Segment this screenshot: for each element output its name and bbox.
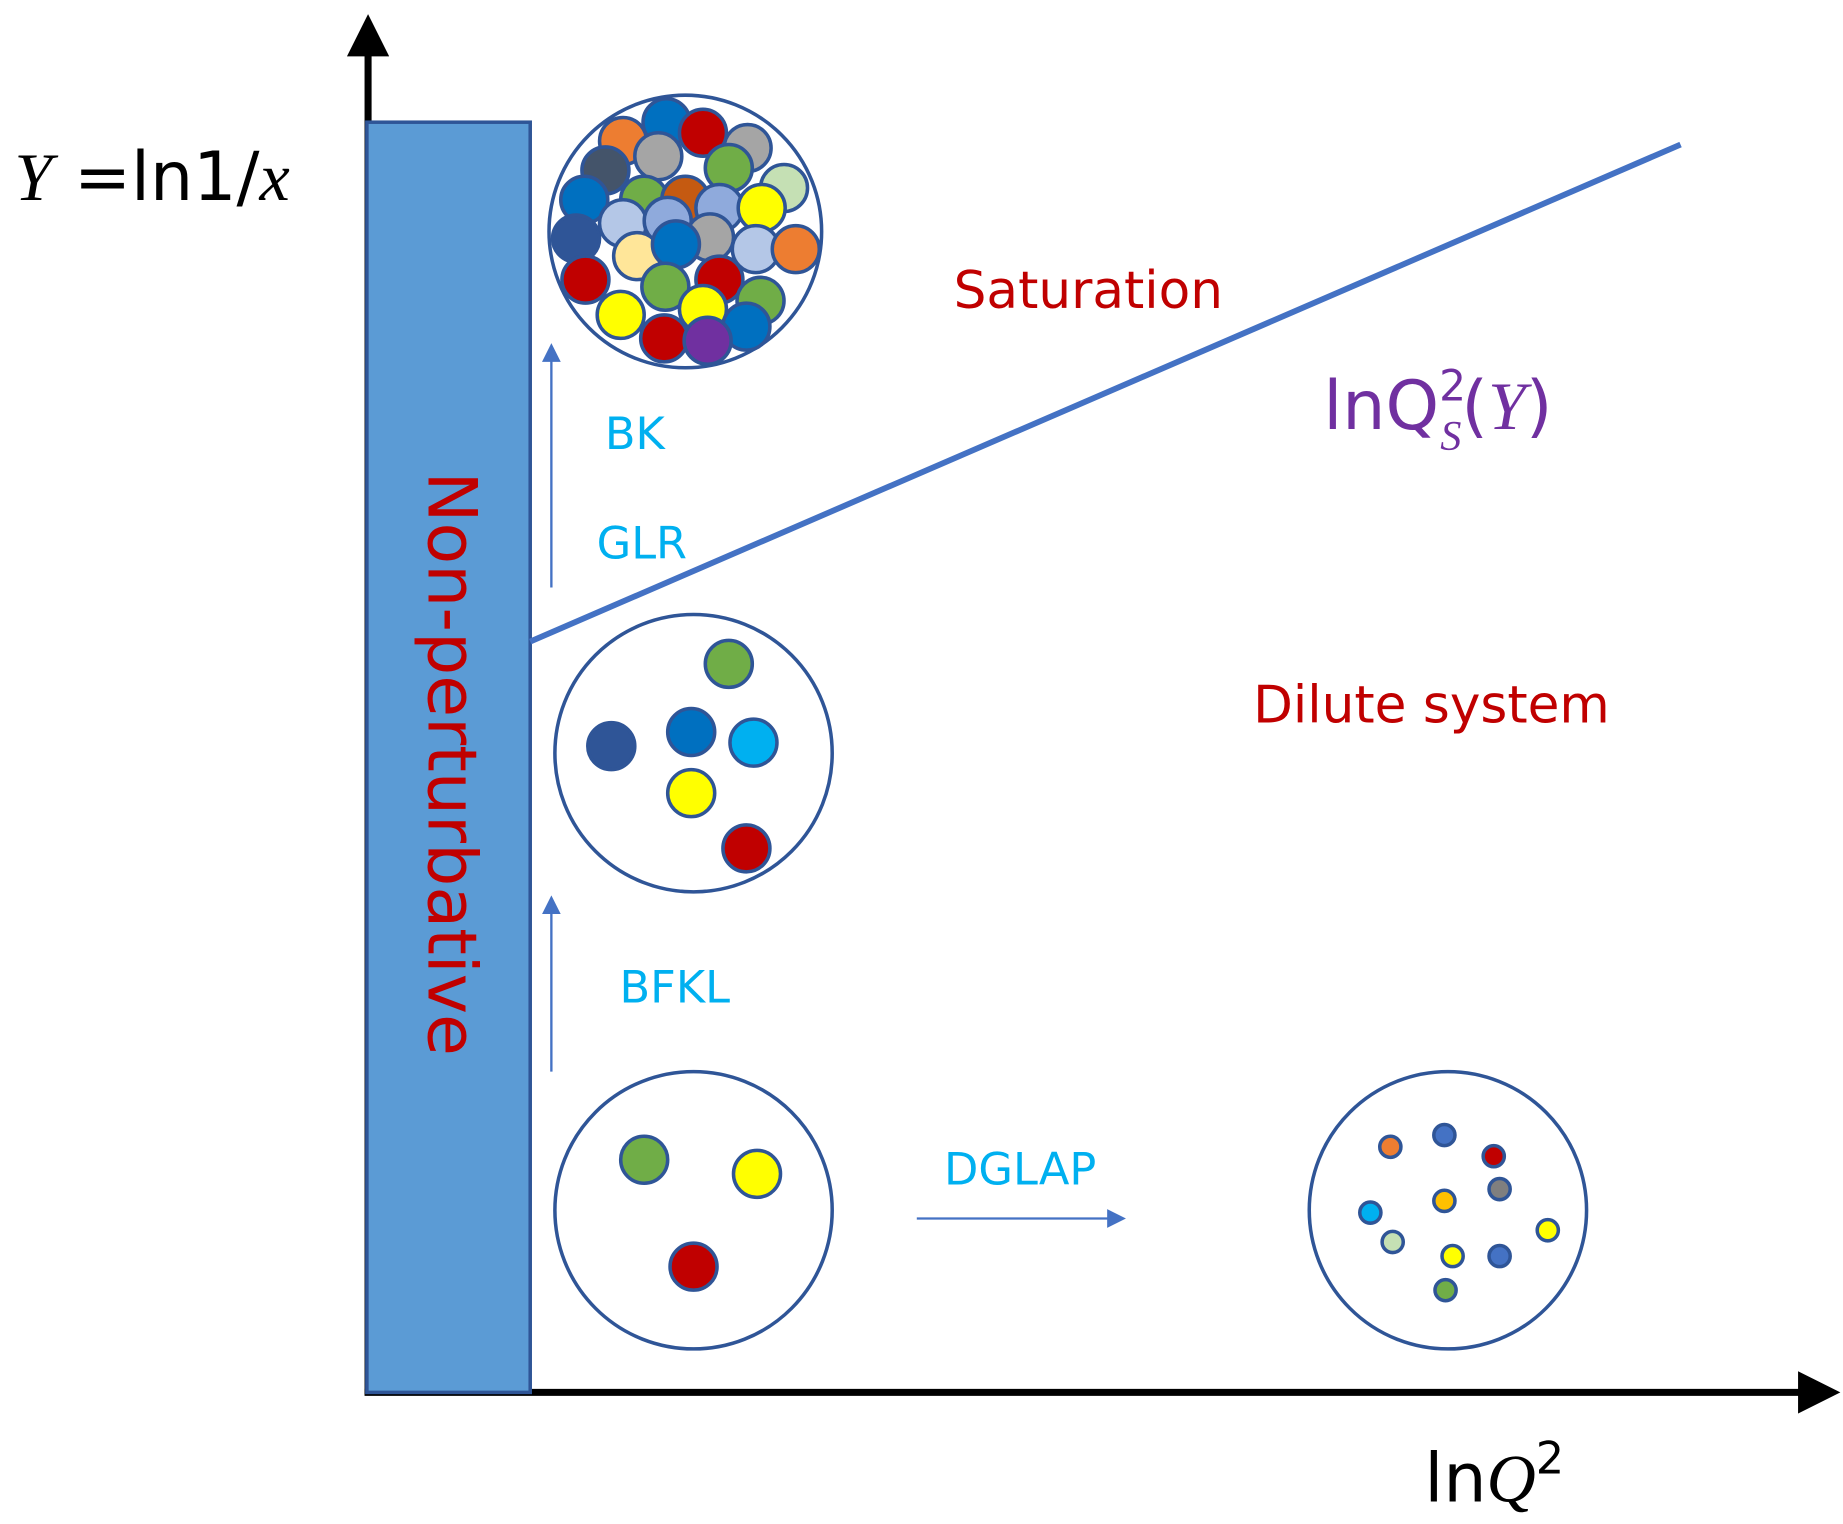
parton	[730, 719, 777, 766]
parton	[635, 133, 682, 180]
dilute-label: Dilute system	[1253, 676, 1610, 736]
parton	[684, 317, 731, 364]
text: Q	[1487, 1441, 1536, 1517]
parton	[1382, 1231, 1403, 1252]
parton	[1434, 1190, 1455, 1211]
parton	[772, 226, 819, 273]
parton	[705, 640, 752, 687]
parton	[641, 315, 688, 362]
bfkl-label: BFKL	[620, 962, 731, 1014]
parton	[738, 184, 785, 231]
parton	[562, 256, 609, 303]
bk-label: BK	[605, 408, 667, 460]
parton	[1483, 1146, 1504, 1167]
parton	[553, 215, 600, 262]
dglap-label: DGLAP	[944, 1144, 1096, 1196]
text: S	[1440, 413, 1461, 460]
parton	[1435, 1280, 1456, 1301]
parton	[652, 221, 699, 268]
parton	[723, 825, 770, 872]
parton	[1537, 1220, 1558, 1241]
parton	[670, 1243, 717, 1290]
text: x	[258, 139, 289, 215]
text: )	[1526, 367, 1553, 446]
text: ln	[1424, 1440, 1486, 1519]
x-axis-label: lnQ2	[1424, 1432, 1564, 1518]
parton	[1434, 1124, 1455, 1145]
parton	[621, 1136, 668, 1183]
text: (	[1461, 367, 1488, 446]
saturation-label: Saturation	[954, 261, 1223, 321]
parton	[1380, 1136, 1401, 1157]
glr-label: GLR	[597, 517, 687, 569]
y-axis-label: Y =ln1/x	[14, 138, 289, 217]
parton	[597, 291, 644, 338]
parton	[1360, 1202, 1381, 1223]
text: lnQ	[1323, 367, 1439, 446]
hadron	[555, 1072, 832, 1349]
parton	[1489, 1246, 1510, 1267]
diagram: Non-perturbative BK GLR BFKL DGLAP Satur…	[0, 0, 1843, 1524]
parton	[1489, 1179, 1510, 1200]
parton	[588, 723, 635, 770]
parton	[668, 770, 715, 817]
non-perturbative-label: Non-perturbative	[411, 472, 490, 1056]
parton	[733, 1150, 780, 1197]
parton	[668, 709, 715, 756]
text: =ln1/	[52, 138, 259, 217]
parton	[1442, 1246, 1463, 1267]
text: 2	[1536, 1432, 1564, 1484]
